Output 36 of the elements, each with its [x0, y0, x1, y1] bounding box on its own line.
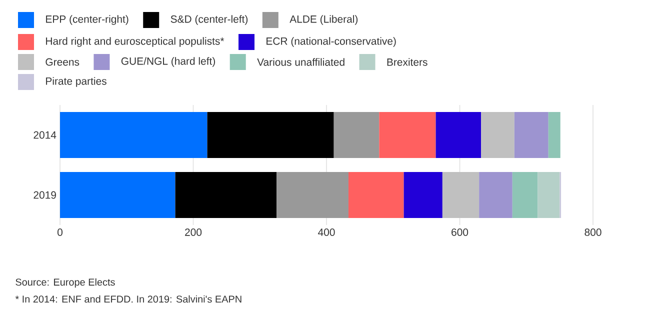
- bar: [538, 172, 560, 218]
- legend-label: S&D (center-left): [170, 15, 248, 25]
- x-tick-label: 200: [185, 228, 202, 236]
- y-tick-label: 2019: [34, 191, 56, 199]
- bar: [379, 112, 436, 158]
- legend-label: Greens: [46, 58, 80, 66]
- bar: [481, 112, 514, 158]
- legend-label: GUE/NGL (hard left): [121, 57, 215, 67]
- legend-label: ALDE (Liberal): [290, 15, 358, 25]
- x-tick-label: 600: [452, 228, 468, 236]
- bar: [514, 112, 548, 158]
- legend-label: Brexiters: [387, 58, 428, 66]
- bar: [479, 172, 512, 218]
- legend-label: ECR (national-conservative): [266, 37, 396, 47]
- y-tick-label: 2014: [34, 131, 56, 139]
- x-tick-label: 400: [318, 228, 335, 236]
- bar: [207, 112, 334, 158]
- bar: [175, 172, 277, 218]
- bar: [442, 172, 480, 218]
- bar: [436, 112, 482, 158]
- legend-label: Pirate parties: [46, 77, 106, 87]
- bar: [404, 172, 442, 218]
- bar: [334, 112, 380, 158]
- bar: [276, 172, 348, 218]
- bar: [60, 112, 208, 158]
- x-tick-label: 0: [58, 228, 62, 236]
- bar: [60, 172, 176, 218]
- legend-label: Hard right and eurosceptical populists*: [46, 37, 224, 47]
- legend-label: Various unaffiliated: [257, 58, 344, 66]
- source-note: Source: Europe Elects: [16, 278, 115, 288]
- x-tick-label: 800: [584, 228, 602, 236]
- bar: [548, 112, 560, 158]
- bar: [348, 172, 404, 218]
- text: * In 2014: ENF and EFDD. In 2019: Salvini's EAPN: [15, 295, 242, 303]
- bar: [512, 172, 538, 218]
- legend-label: EPP (center-right): [46, 15, 128, 25]
